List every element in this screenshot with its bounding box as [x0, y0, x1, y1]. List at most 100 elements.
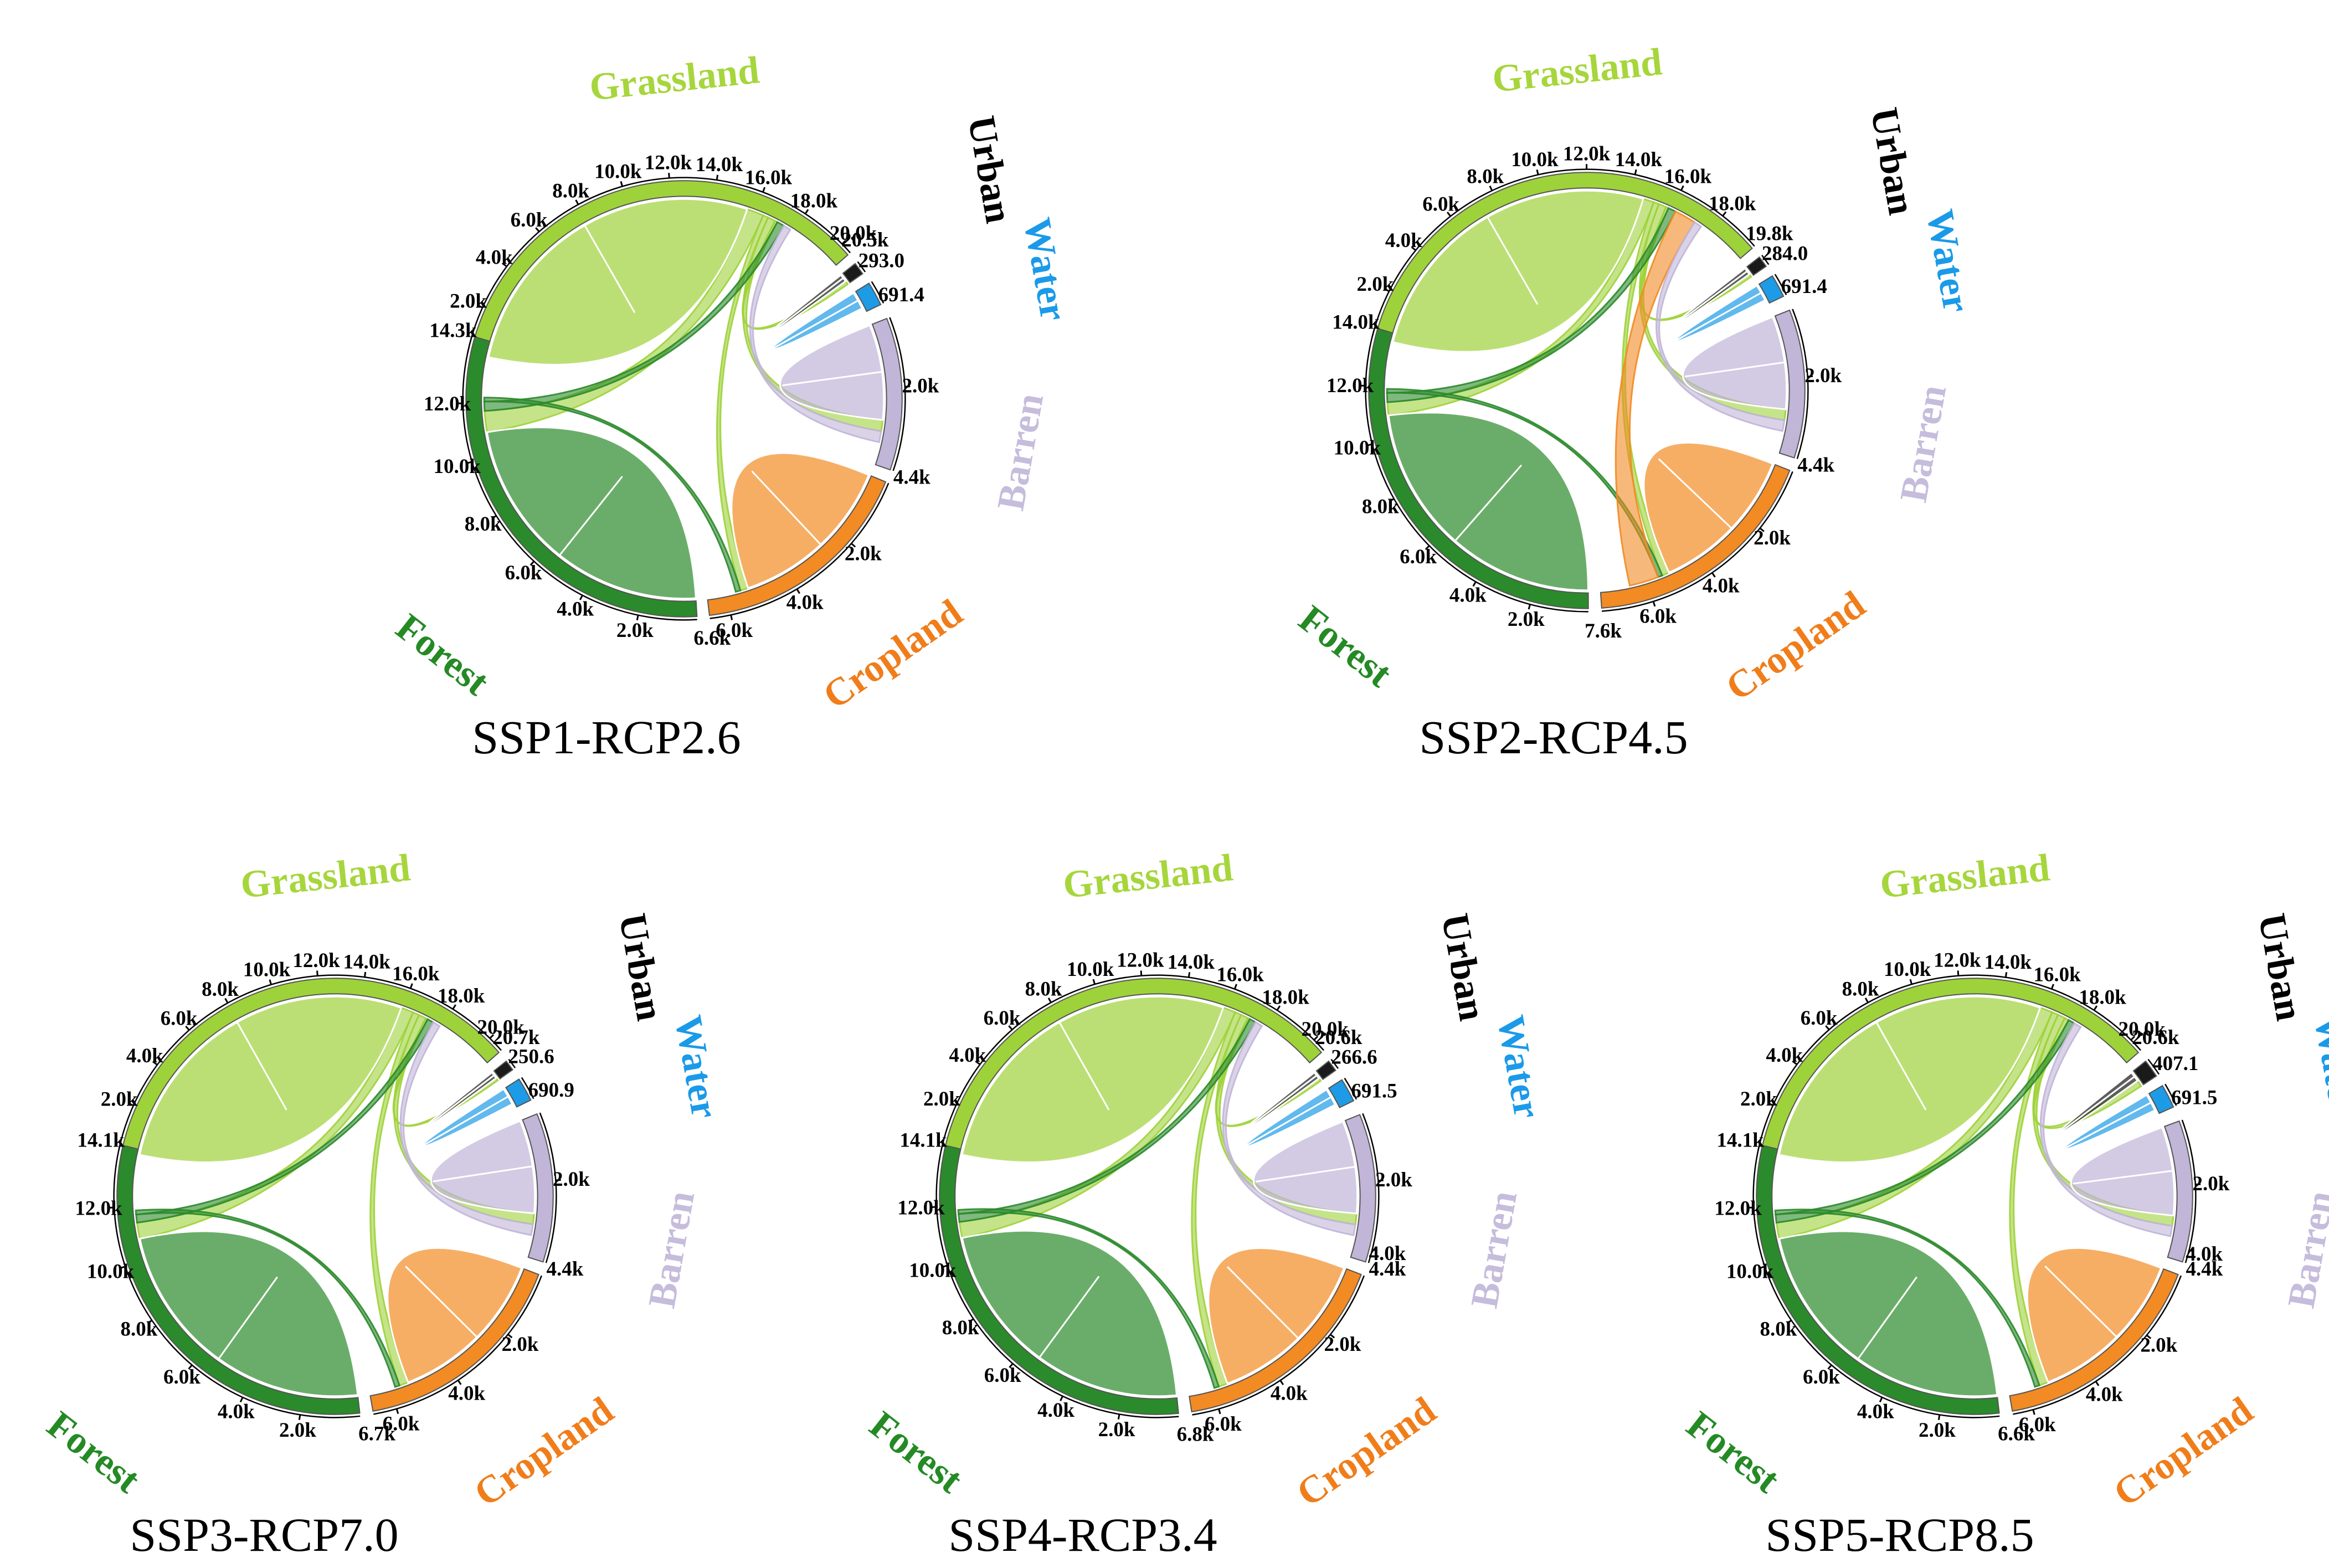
tick-mark: [804, 209, 809, 214]
tick-label: 14.0k: [1168, 951, 1215, 974]
tick-label: 6.0k: [383, 1413, 420, 1436]
sector-arc: [1760, 978, 2140, 1155]
chord-forest-self: [138, 1230, 359, 1397]
sector-total-label: 691.4: [1781, 275, 1827, 298]
chord-cropland-self: [731, 452, 870, 589]
sector-axis: [1602, 471, 1793, 612]
sector-total-label: 407.1: [2152, 1052, 2198, 1075]
sector-arc: [505, 1078, 532, 1108]
tick-mark: [239, 1397, 244, 1402]
category-label: Cropland: [816, 592, 970, 717]
tick-label: 2.0k: [845, 543, 882, 565]
tick-mark: [452, 1004, 456, 1010]
tick-label: 2.0k: [902, 375, 939, 398]
tick-mark: [2032, 1409, 2035, 1415]
tick-label: 18.0k: [1262, 986, 1309, 1009]
tick-label: 4.0k: [1766, 1044, 1803, 1067]
tick-mark: [2189, 1249, 2194, 1252]
tick-label: 8.0k: [1362, 495, 1399, 518]
tick-label: 4.0k: [1703, 574, 1740, 597]
tick-label: 12.0k: [424, 393, 471, 415]
sector-arc: [369, 1268, 539, 1412]
sector-arc: [1756, 1144, 2000, 1415]
tick-mark: [1825, 1025, 1830, 1031]
category-label: Water: [1918, 207, 1978, 316]
tick-mark: [489, 1034, 495, 1039]
sector-arc: [2148, 1084, 2174, 1114]
category-label: Cropland: [467, 1389, 621, 1515]
tick-label: 2.0k: [1754, 527, 1791, 549]
tick-mark: [1009, 1363, 1014, 1369]
tick-label: 4.0k: [126, 1045, 163, 1067]
sector-total-label: 14.3k: [429, 319, 477, 342]
tick-label: 10.0k: [1334, 437, 1381, 460]
tick-label: 10.0k: [1511, 148, 1559, 171]
tick-label: 6.0k: [163, 1366, 200, 1389]
tick-mark: [1389, 498, 1395, 502]
sector-urban: 250.6 Urban: [493, 911, 671, 1080]
sector-urban: 284.0 Urban: [1746, 105, 1923, 276]
sector-axis: [889, 317, 906, 471]
sector-total-label: 14.1k: [1716, 1129, 1764, 1151]
chord-barren-to-grassland: [2039, 1022, 2173, 1237]
chord-water-self: [770, 291, 863, 351]
tick-mark: [1879, 1397, 1883, 1402]
scenario-title: SSP5-RCP8.5: [1765, 1508, 2034, 1561]
sector-axis: [521, 1077, 534, 1099]
tick-label: 2.0k: [279, 1419, 316, 1442]
tick-label: 8.0k: [1467, 166, 1504, 188]
tick-label: 6.0k: [1400, 546, 1437, 568]
scenario-title: SSP4-RCP3.4: [948, 1508, 1217, 1561]
category-label: Barren: [1463, 1188, 1525, 1312]
category-label: Water: [666, 1012, 726, 1122]
tick-label: 6.0k: [1801, 1007, 1838, 1030]
sector-total-label: 14.0k: [1332, 311, 1380, 333]
tick-label: 2.0k: [1375, 1169, 1412, 1191]
chord-water-self: [420, 1088, 514, 1148]
sector-arc: [121, 978, 500, 1155]
tick-mark: [477, 305, 483, 309]
tick-label: 4.0k: [1385, 229, 1422, 252]
chord-links: [483, 198, 885, 600]
category-label: Water: [1015, 215, 1075, 324]
chord-barren-to-grassland: [1656, 221, 1786, 432]
category-label: Grassland: [1061, 846, 1235, 907]
chord-urban-self: [2053, 1071, 2139, 1138]
sector-axis: [1362, 1113, 1380, 1263]
tick-label: 2.0k: [101, 1088, 138, 1111]
tick-mark: [409, 983, 413, 989]
tick-label: 8.0k: [552, 180, 589, 203]
sector-total-label: 20.6k: [1315, 1026, 1363, 1049]
tick-label: 6.0k: [505, 562, 542, 584]
sector-total-label: 4.4k: [2186, 1258, 2223, 1281]
chord-forest-to-cropland: [957, 1208, 1220, 1389]
tick-mark: [620, 181, 624, 187]
tick-mark: [1827, 1364, 1832, 1370]
tick-mark: [762, 187, 766, 193]
tick-label: 8.0k: [202, 978, 239, 1001]
tick-label: 6.0k: [984, 1007, 1021, 1030]
tick-mark: [1378, 1179, 1384, 1182]
tick-label: 18.0k: [438, 985, 485, 1007]
tick-mark: [1759, 527, 1765, 532]
tick-mark: [668, 173, 670, 178]
sector-total-label: 6.6k: [1998, 1422, 2035, 1445]
tick-label: 6.0k: [716, 619, 753, 642]
tick-label: 4.0k: [1857, 1400, 1894, 1423]
tick-mark: [1276, 1005, 1281, 1011]
tick-mark: [1384, 288, 1390, 292]
sector-axis: [1752, 1144, 2000, 1418]
tick-mark: [1367, 443, 1372, 446]
category-label: Barren: [2280, 1188, 2329, 1312]
tick-mark: [1313, 1035, 1319, 1041]
tick-label: 14.0k: [343, 950, 391, 973]
sector-arc: [2009, 1268, 2179, 1412]
sector-axis: [462, 336, 697, 621]
tick-label: 2.0k: [1804, 364, 1842, 387]
sector-axis: [710, 482, 890, 619]
chord-barren-to-grassland: [399, 1021, 534, 1236]
sector-axis: [2013, 1275, 2182, 1415]
tick-mark: [2130, 1035, 2136, 1041]
